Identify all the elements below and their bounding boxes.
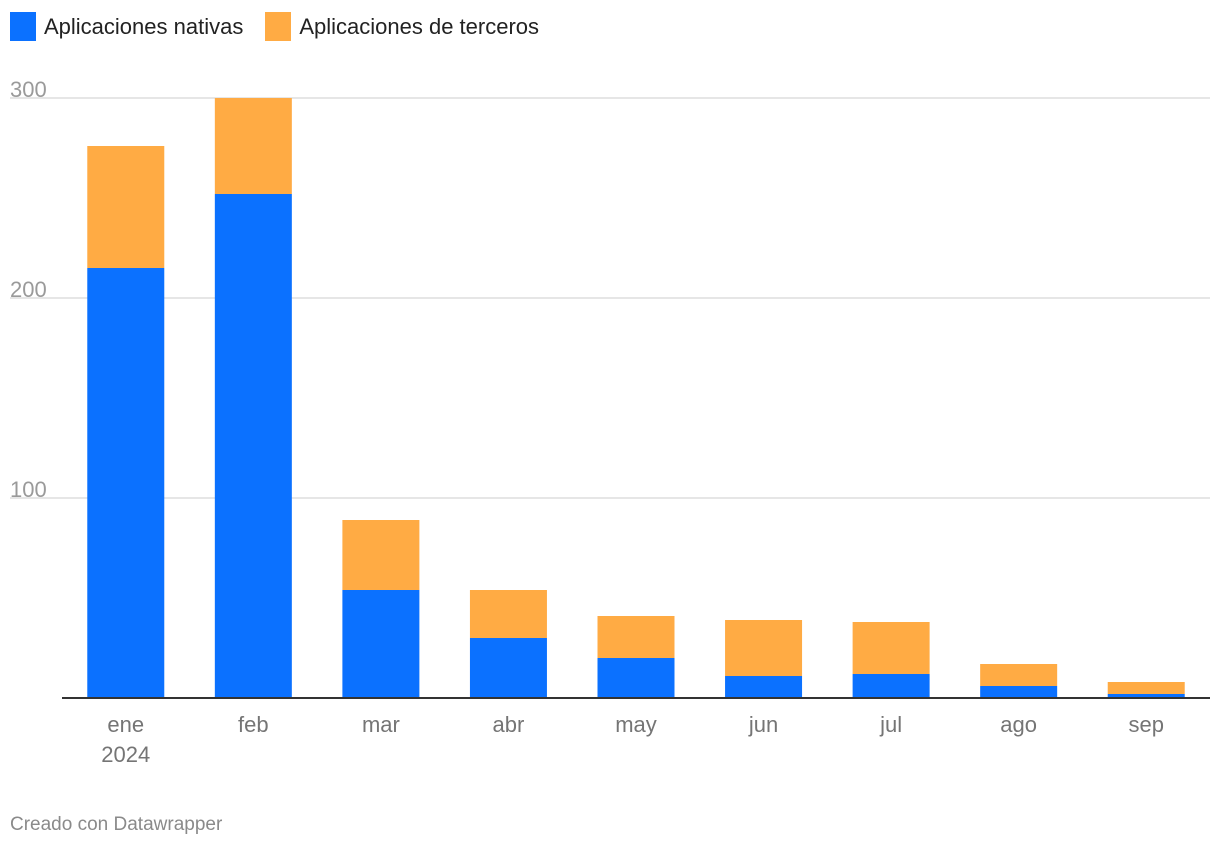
bar-terceros [980, 664, 1058, 686]
bar-terceros [469, 590, 547, 638]
legend-label-terceros: Aplicaciones de terceros [299, 13, 540, 39]
bar-nativas [214, 194, 292, 698]
bar-terceros [597, 616, 675, 658]
y-tick-label: 300 [10, 77, 47, 102]
legend-item-nativas: Aplicaciones nativas [10, 12, 243, 41]
bar-nativas [87, 268, 165, 698]
x-tick-label: 2024 [101, 742, 150, 767]
x-tick-label: abr [493, 712, 525, 737]
x-tick-label: jul [879, 712, 902, 737]
bar-nativas [1107, 694, 1185, 698]
x-tick-label: ene [107, 712, 144, 737]
x-tick-label: ago [1000, 712, 1037, 737]
bar-nativas [725, 676, 803, 698]
y-tick-label: 200 [10, 277, 47, 302]
x-tick-label: feb [238, 712, 269, 737]
bar-terceros [1107, 682, 1185, 694]
bar-terceros [852, 622, 930, 674]
footer-credit: Creado con Datawrapper [10, 814, 223, 835]
legend-swatch-terceros [265, 12, 292, 41]
bar-terceros [214, 98, 292, 194]
bar-nativas [342, 590, 420, 698]
bar-nativas [597, 658, 675, 698]
chart-legend: Aplicaciones nativas Aplicaciones de ter… [10, 12, 561, 41]
legend-swatch-nativas [10, 12, 36, 41]
x-tick-label: jun [748, 712, 778, 737]
bar-terceros [87, 146, 165, 268]
x-tick-label: may [615, 712, 657, 737]
legend-item-terceros: Aplicaciones de terceros [265, 12, 539, 41]
bar-nativas [852, 674, 930, 698]
y-tick-label: 100 [10, 477, 47, 502]
x-tick-label: mar [362, 712, 400, 737]
bar-terceros [725, 620, 803, 676]
stacked-bar-chart: 100 200 300 ene 2024 feb mar abr may jun jul ago sep [10, 77, 1210, 767]
x-tick-label: sep [1128, 712, 1163, 737]
bar-terceros [342, 520, 420, 590]
bar-nativas [980, 686, 1058, 698]
legend-label-nativas: Aplicaciones nativas [44, 13, 244, 39]
bar-nativas [469, 638, 547, 698]
